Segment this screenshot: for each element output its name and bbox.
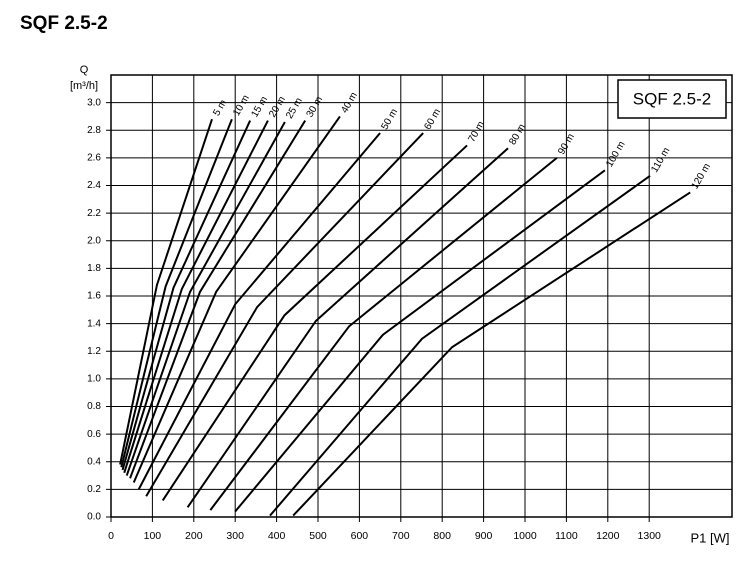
y-tick-label: 1.4 [87,318,101,329]
curve [161,144,468,501]
curve-label: 25 m [284,96,305,121]
x-tick-label: 1300 [638,530,662,542]
y-tick-label: 3.0 [87,97,101,108]
chart-title: SQF 2.5-2 [20,13,108,34]
curve-label: 50 m [379,107,400,132]
curve [129,120,307,479]
curve [132,115,341,483]
x-tick-label: 500 [309,530,327,542]
x-tick-label: 900 [475,530,493,542]
x-tick-label: 0 [108,530,114,542]
curve-label: 120 m [690,162,713,192]
curve-label: 90 m [556,132,577,157]
x-tick-label: 100 [144,530,162,542]
y-tick-label: 2.8 [87,125,101,136]
curve [125,121,286,476]
y-tick-label: 0.6 [87,429,101,440]
y-tick-label: 1.0 [87,374,101,385]
curve-label: 5 m [211,98,229,118]
curve [123,120,269,474]
x-tick-label: 1100 [555,530,578,542]
y-tick-label: 0.0 [87,512,101,523]
y-tick-label: 0.2 [87,484,101,495]
y-tick-label: 2.6 [87,153,101,164]
y-tick-label: 2.0 [87,235,101,246]
x-tick-label: 300 [226,530,244,542]
curve-label: 15 m [249,95,270,120]
y-tick-label: 1.6 [87,291,101,302]
x-tick-label: 1000 [513,530,537,542]
y-tick-label: 1.8 [87,263,101,274]
curve [121,120,252,471]
annotation: SQF 2.5-2 [633,89,711,108]
x-tick-label: 200 [185,530,203,542]
y-tick-label: 0.4 [87,456,101,467]
y-axis-unit: [m³/h] [70,80,98,92]
x-tick-label: 700 [392,530,410,542]
curve [137,132,381,490]
curve-label: 30 m [305,95,326,120]
y-tick-label: 2.4 [87,180,101,191]
curve [145,132,424,497]
curve [269,175,651,517]
annotation-box [617,79,727,119]
x-tick-label: 400 [268,530,286,542]
x-axis-label: P1 [W] [690,530,729,545]
x-tick-label: 1200 [596,530,620,542]
curve [186,147,509,508]
curve [119,118,213,465]
curve [209,157,558,511]
y-tick-label: 0.8 [87,401,101,412]
curve-label: 110 m [649,146,672,175]
y-axis-label: Q [80,64,89,76]
x-tick-label: 800 [433,530,451,542]
x-tick-label: 600 [351,530,369,542]
curve [234,169,606,513]
y-tick-label: 1.2 [87,346,101,357]
curve [120,118,233,468]
curve [292,191,691,517]
curve-label: 60 m [423,107,444,132]
y-tick-label: 2.2 [87,208,101,219]
